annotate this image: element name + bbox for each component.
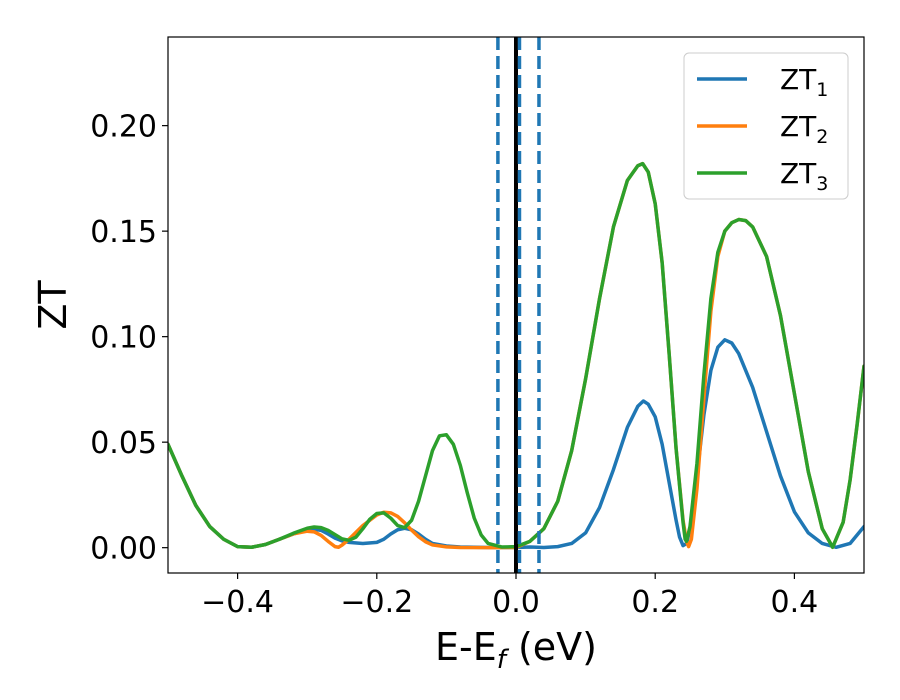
legend-box xyxy=(683,52,849,200)
reference-lines xyxy=(496,37,541,573)
x-axis-ticks: −0.4 −0.2 0.0 0.2 0.4 xyxy=(201,573,818,620)
y-axis-label: ZT xyxy=(31,280,75,330)
legend: ZT1 ZT2 ZT3 xyxy=(683,52,849,200)
y-tick-label: 0.10 xyxy=(90,321,157,356)
x-tick-label: 0.0 xyxy=(492,585,540,620)
x-tick-label: −0.4 xyxy=(201,585,274,620)
x-axis-label: E-Ef (eV) xyxy=(435,625,597,675)
x-tick-label: 0.2 xyxy=(631,585,679,620)
series-line-1 xyxy=(168,338,864,550)
y-tick-label: 0.20 xyxy=(90,110,157,145)
y-tick-label: 0.05 xyxy=(90,426,157,461)
legend-label-2: ZT2 xyxy=(780,110,828,148)
y-tick-label: 0.15 xyxy=(90,215,157,250)
x-tick-label: 0.4 xyxy=(771,585,819,620)
legend-label-3: ZT3 xyxy=(780,157,828,195)
y-axis-ticks: 0.00 0.05 0.10 0.15 0.20 xyxy=(90,110,168,567)
y-tick-label: 0.00 xyxy=(90,532,157,567)
legend-label-1: ZT1 xyxy=(780,63,828,101)
x-axis-label-unit: (eV) xyxy=(506,625,597,669)
x-tick-label: −0.2 xyxy=(340,585,413,620)
x-axis-label-main: E-E xyxy=(435,625,497,669)
